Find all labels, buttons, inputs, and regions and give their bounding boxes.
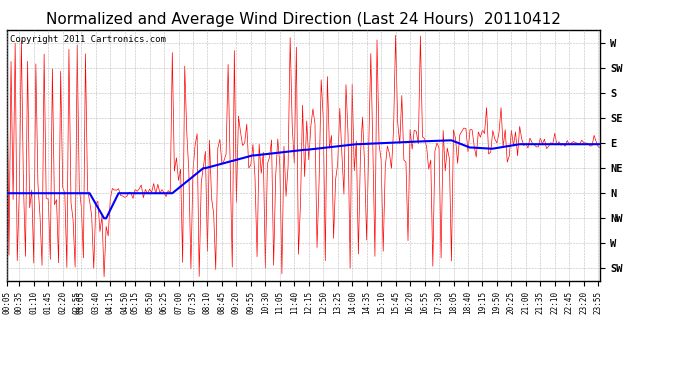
Text: Copyright 2011 Cartronics.com: Copyright 2011 Cartronics.com	[10, 35, 166, 44]
Title: Normalized and Average Wind Direction (Last 24 Hours)  20110412: Normalized and Average Wind Direction (L…	[46, 12, 561, 27]
